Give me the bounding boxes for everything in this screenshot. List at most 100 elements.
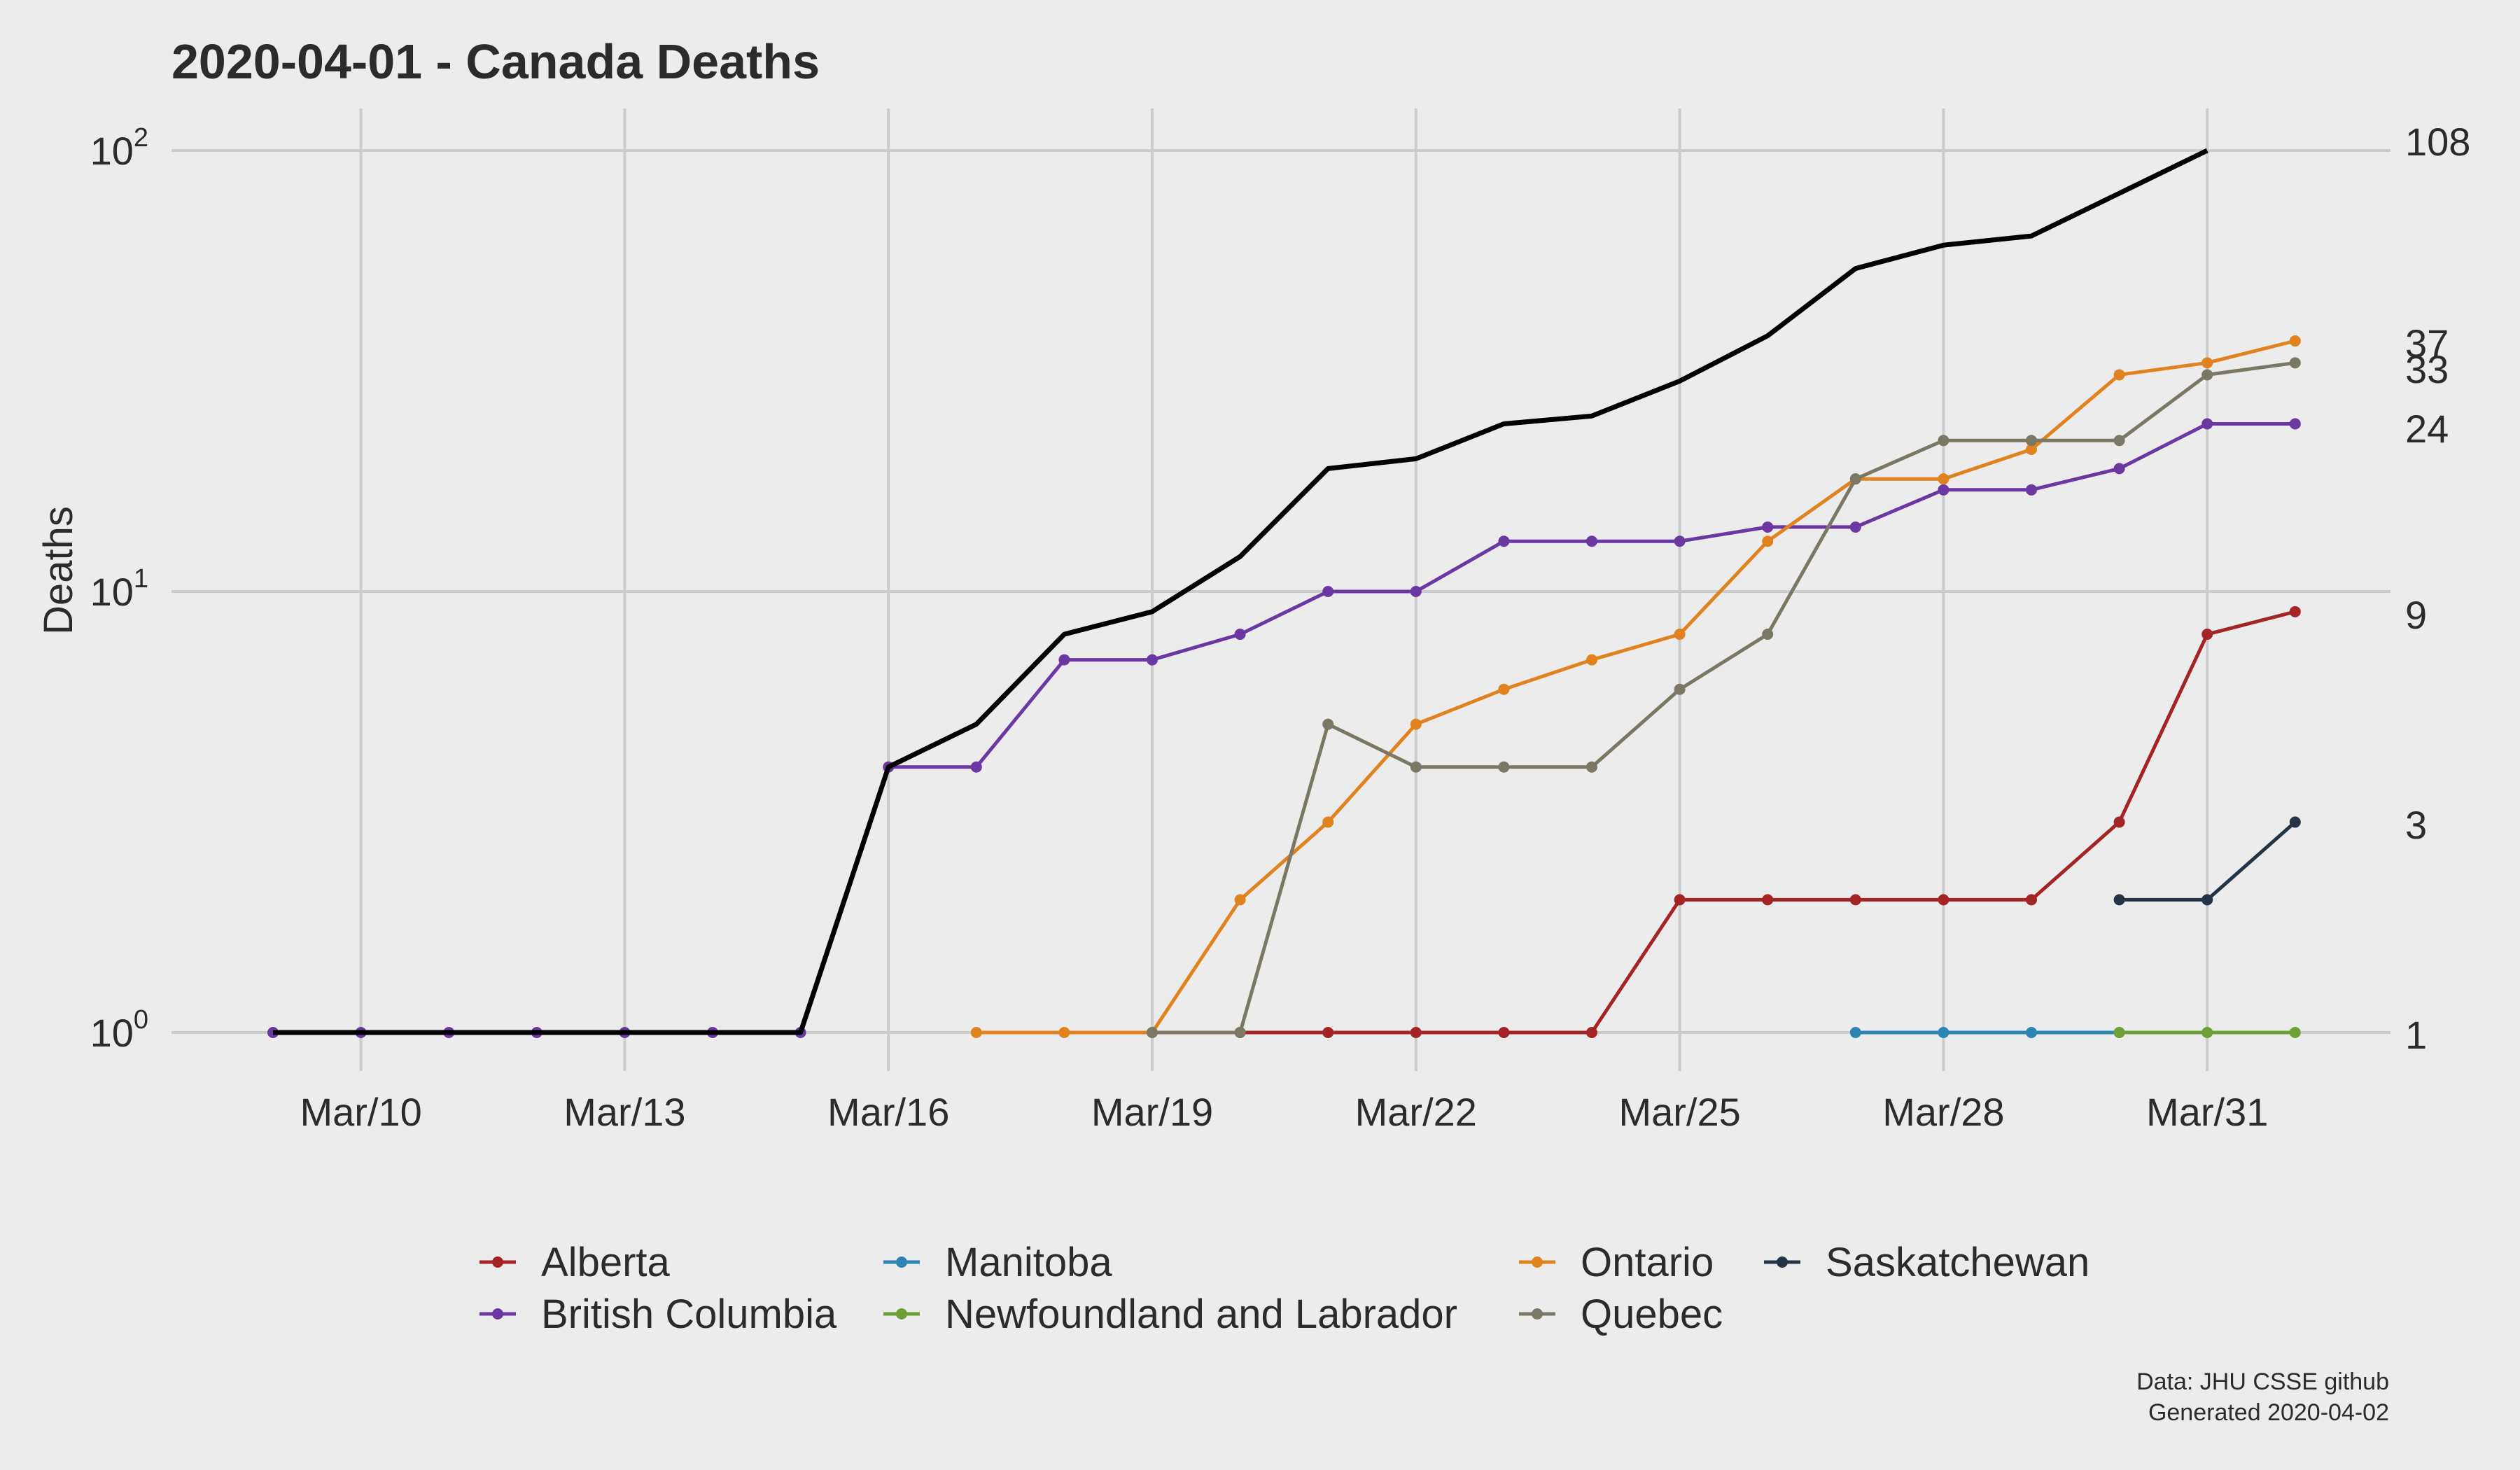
data-point	[1849, 521, 1861, 533]
data-point	[1058, 654, 1070, 666]
data-point	[1147, 1027, 1158, 1038]
data-point	[1849, 1027, 1861, 1038]
data-point	[2113, 463, 2125, 475]
data-point	[1674, 683, 1686, 695]
data-point	[1586, 654, 1597, 666]
data-point	[2202, 894, 2213, 906]
data-point	[1322, 718, 1334, 730]
legend-item-british-columbia: British Columbia	[479, 1292, 837, 1337]
data-point	[2202, 418, 2213, 430]
end-label: 33	[2405, 347, 2449, 391]
data-point	[2026, 1027, 2037, 1038]
series-line	[1240, 610, 2296, 1035]
legend-label: Alberta	[541, 1240, 671, 1285]
legend-label: Manitoba	[945, 1240, 1112, 1285]
data-point	[1234, 894, 1246, 906]
data-point	[970, 761, 982, 773]
data-point	[1410, 1027, 1422, 1038]
data-point	[2113, 369, 2125, 381]
x-tick-label: Mar/16	[827, 1090, 949, 1134]
data-point	[1498, 536, 1510, 547]
legend-swatch-point	[492, 1308, 503, 1320]
data-point	[1938, 484, 1949, 496]
data-point	[2289, 418, 2301, 430]
legend-swatch-point	[1532, 1256, 1543, 1268]
legend-swatch-point	[492, 1256, 503, 1268]
legend-label: Ontario	[1581, 1240, 1714, 1285]
legend-label: Saskatchewan	[1826, 1240, 2090, 1285]
series-manitoba	[1849, 1027, 2125, 1038]
data-point	[2026, 894, 2037, 906]
end-label: 1	[2405, 1013, 2427, 1057]
series-line	[976, 339, 2296, 1035]
data-point	[1674, 894, 1686, 906]
data-point	[1938, 1027, 1949, 1038]
x-tick-label: Mar/25	[1618, 1090, 1740, 1134]
data-point	[2289, 335, 2301, 347]
y-tick-label: 100	[90, 1005, 148, 1055]
data-point	[2113, 816, 2125, 828]
legend-item-saskatchewan: Saskatchewan	[1764, 1240, 2090, 1285]
legend: Alberta British Columbia Manitoba Newfoundl…	[479, 1240, 2090, 1337]
data-point	[2026, 484, 2037, 496]
series-line	[1152, 360, 2296, 1035]
data-point	[970, 1027, 982, 1038]
legend-item-alberta: Alberta	[479, 1240, 671, 1285]
data-point	[1762, 629, 1774, 640]
data-point	[1498, 683, 1510, 695]
data-point	[2202, 629, 2213, 640]
legend-item-newfoundland-and-labrador: Newfoundland and Labrador	[883, 1292, 1457, 1337]
data-point	[2289, 816, 2301, 828]
data-point	[1674, 629, 1686, 640]
x-tick-label: Mar/31	[2146, 1090, 2268, 1134]
y-tick-label: 101	[90, 564, 148, 614]
data-point	[2113, 1027, 2125, 1038]
end-label: 9	[2405, 593, 2427, 637]
series-saskatchewan	[2113, 816, 2301, 906]
y-axis-ticks: 100 101 102	[90, 123, 148, 1055]
grid	[172, 108, 2390, 1071]
data-point	[1234, 629, 1246, 640]
caption-line: Data: JHU CSSE github	[2136, 1368, 2389, 1395]
end-label: 37	[2405, 321, 2449, 365]
data-point	[1234, 1027, 1246, 1038]
data-point	[1058, 1027, 1070, 1038]
series-total	[273, 148, 2208, 1035]
caption-line: Generated 2020-04-02	[2148, 1399, 2389, 1426]
data-point	[1762, 521, 1774, 533]
data-point	[2289, 1027, 2301, 1038]
data-point	[2202, 357, 2213, 369]
x-tick-label: Mar/10	[300, 1090, 421, 1134]
legend-label: Quebec	[1581, 1292, 1723, 1337]
data-point	[1498, 761, 1510, 773]
series-ontario	[970, 335, 2301, 1038]
caption: Data: JHU CSSE github Generated 2020-04-0…	[2136, 1368, 2389, 1426]
x-tick-label: Mar/22	[1355, 1090, 1477, 1134]
data-point	[1849, 894, 1861, 906]
x-tick-label: Mar/13	[564, 1090, 685, 1134]
y-axis-label: Deaths	[36, 506, 81, 635]
data-point	[1762, 894, 1774, 906]
legend-item-quebec: Quebec	[1519, 1292, 1723, 1337]
data-point	[2026, 435, 2037, 447]
data-point	[2113, 435, 2125, 447]
data-point	[1322, 586, 1334, 597]
data-point	[2202, 369, 2213, 381]
data-point	[1674, 536, 1686, 547]
series-quebec	[1147, 357, 2301, 1038]
data-point	[2202, 1027, 2213, 1038]
legend-label: British Columbia	[541, 1292, 837, 1337]
data-point	[1322, 1027, 1334, 1038]
total-line	[273, 148, 2208, 1035]
data-point	[1586, 761, 1597, 773]
legend-swatch-point	[896, 1308, 907, 1320]
legend-swatch-point	[1777, 1256, 1788, 1268]
data-point	[1498, 1027, 1510, 1038]
legend-item-ontario: Ontario	[1519, 1240, 1714, 1285]
series-alberta	[1234, 606, 2301, 1038]
x-tick-label: Mar/28	[1882, 1090, 2004, 1134]
end-label: 3	[2405, 803, 2427, 847]
data-point	[1410, 586, 1422, 597]
